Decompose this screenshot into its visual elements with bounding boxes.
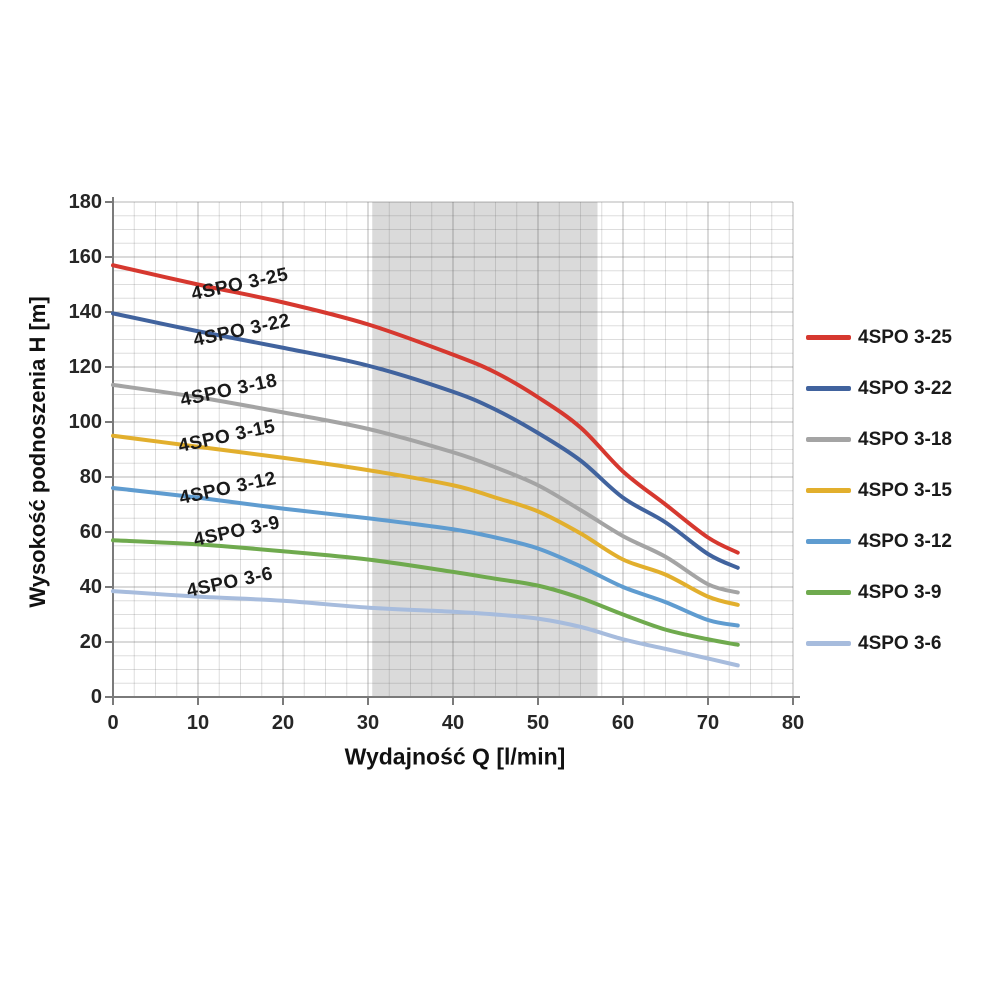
legend-item: 4SPO 3-6	[806, 618, 952, 669]
legend-item-label: 4SPO 3-22	[858, 377, 952, 399]
chart-legend: 4SPO 3-25 4SPO 3-22 4SPO 3-18 4SPO 3-15 …	[806, 312, 952, 669]
y-tick-label: 80	[79, 466, 102, 488]
legend-item-label: 4SPO 3-12	[858, 530, 952, 552]
y-tick-label: 140	[68, 301, 102, 323]
legend-line-sample	[806, 641, 851, 646]
legend-line-sample	[806, 437, 851, 442]
y-tick-label: 40	[79, 576, 102, 598]
legend-line-sample	[806, 335, 851, 340]
x-tick-label: 40	[441, 712, 465, 734]
x-tick-label: 10	[186, 712, 210, 734]
legend-item: 4SPO 3-12	[806, 516, 952, 567]
x-axis-title: Wydajność Q [l/min]	[344, 743, 566, 770]
legend-item-label: 4SPO 3-15	[858, 479, 952, 501]
legend-line-sample	[806, 539, 851, 544]
y-tick-label: 0	[90, 686, 102, 708]
x-tick-label: 0	[107, 712, 119, 734]
y-axis-title: Wysokość podnoszenia H [m]	[25, 296, 50, 608]
legend-item-label: 4SPO 3-18	[858, 428, 952, 450]
legend-item-label: 4SPO 3-6	[858, 632, 942, 654]
y-tick-label: 160	[68, 246, 102, 268]
legend-item: 4SPO 3-9	[806, 567, 952, 618]
x-tick-label: 50	[526, 712, 550, 734]
y-tick-label: 100	[68, 411, 102, 433]
legend-line-sample	[806, 590, 851, 595]
legend-item: 4SPO 3-18	[806, 414, 952, 465]
y-tick-label: 20	[79, 631, 102, 653]
legend-line-sample	[806, 488, 851, 493]
x-tick-label: 20	[271, 712, 295, 734]
y-tick-label: 120	[68, 356, 102, 378]
x-tick-label: 60	[611, 712, 635, 734]
y-tick-label: 180	[68, 191, 102, 213]
legend-item-label: 4SPO 3-25	[858, 326, 952, 348]
x-tick-label: 70	[696, 712, 720, 734]
legend-item-label: 4SPO 3-9	[858, 581, 942, 603]
legend-item: 4SPO 3-22	[806, 363, 952, 414]
y-tick-label: 60	[79, 521, 102, 543]
x-tick-label: 30	[356, 712, 380, 734]
x-tick-label: 80	[781, 712, 805, 734]
legend-item: 4SPO 3-15	[806, 465, 952, 516]
legend-item: 4SPO 3-25	[806, 312, 952, 363]
legend-line-sample	[806, 386, 851, 391]
